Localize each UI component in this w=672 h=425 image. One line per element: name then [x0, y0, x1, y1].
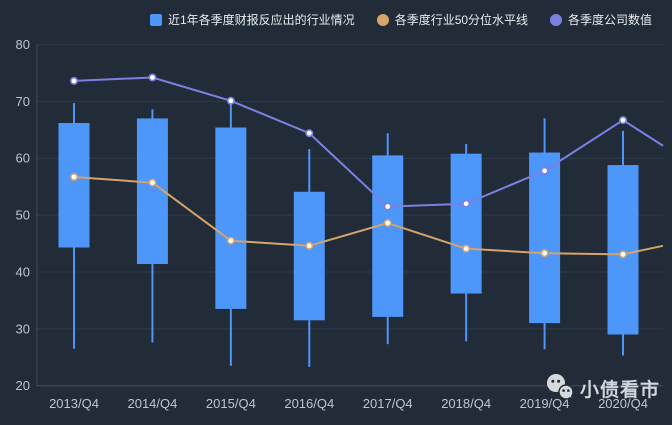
legend-label: 各季度公司数值 [568, 13, 653, 27]
x-tick-label: 2019/Q4 [520, 396, 570, 411]
wechat-icon [546, 374, 574, 400]
percentile-series-swatch [376, 14, 389, 26]
data-point [383, 219, 392, 228]
data-point [462, 199, 471, 208]
candle-box [607, 165, 639, 335]
data-point [540, 249, 549, 258]
legend: 近1年各季度财报反应出的行业情况 各季度行业50分位水平线 各季度公司数值 [150, 12, 652, 28]
x-tick-label: 2015/Q4 [206, 396, 256, 411]
candlestick-series-swatch [150, 14, 162, 26]
x-tick-label: 2014/Q4 [127, 396, 177, 411]
data-point [70, 172, 79, 181]
legend-item-company-value[interactable]: 各季度公司数值 [550, 12, 652, 28]
candle-box [450, 153, 482, 294]
candle-box [529, 152, 561, 324]
data-point [70, 76, 79, 85]
company-series-swatch [550, 14, 563, 26]
watermark-text: 小债看市 [579, 379, 660, 401]
legend-label: 近1年各季度财报反应出的行业情况 [168, 13, 355, 27]
x-tick-label: 2016/Q4 [284, 396, 334, 411]
y-tick-label: 40 [16, 264, 30, 279]
data-point [226, 236, 235, 245]
data-point [226, 96, 235, 105]
data-point [148, 178, 157, 187]
x-tick-label: 2013/Q4 [49, 396, 99, 411]
data-point [305, 241, 314, 250]
y-tick-label: 30 [16, 321, 30, 336]
data-point [383, 202, 392, 211]
legend-item-50th-percentile[interactable]: 各季度行业50分位水平线 [376, 12, 529, 28]
watermark: 小债看市 [545, 373, 660, 403]
x-tick-label: 2018/Q4 [441, 396, 491, 411]
legend-item-industry-quarterly[interactable]: 近1年各季度财报反应出的行业情况 [150, 12, 355, 28]
y-tick-label: 20 [16, 378, 30, 393]
candle-box [372, 155, 404, 317]
candle-box [293, 191, 325, 321]
data-point [148, 73, 157, 82]
candle-box [215, 127, 247, 309]
y-tick-label: 70 [16, 94, 30, 109]
y-tick-label: 80 [16, 37, 30, 52]
y-tick-label: 50 [16, 208, 30, 223]
data-point [305, 129, 314, 138]
data-point [619, 116, 628, 125]
data-point [462, 244, 471, 253]
data-point [540, 166, 549, 175]
data-point [619, 250, 628, 259]
x-tick-label: 2020/Q4 [598, 396, 648, 411]
legend-label: 各季度行业50分位水平线 [394, 13, 529, 27]
candle-box [58, 122, 90, 248]
y-tick-label: 60 [16, 151, 30, 166]
x-tick-label: 2017/Q4 [363, 396, 413, 411]
